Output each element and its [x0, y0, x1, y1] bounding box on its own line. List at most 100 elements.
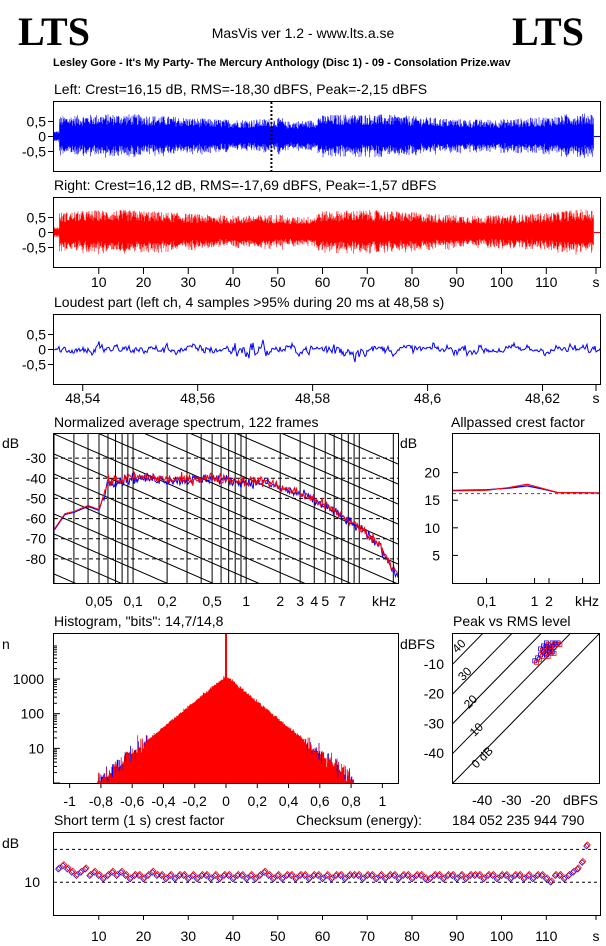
track-title: Lesley Gore - It's My Party- The Mercury…: [53, 57, 511, 69]
spectrum-slope-line: [54, 533, 168, 583]
histogram-xtick-label: -0,4: [151, 793, 175, 809]
short-term-crest-frame: [53, 832, 601, 916]
spectrum-ytick-label: -50: [26, 490, 46, 506]
short-term-right-point: [158, 870, 166, 878]
left-waveform-title: Left: Crest=16,15 dB, RMS=-18,30 dBFS, P…: [54, 81, 428, 97]
histogram-xtick-label: 0,4: [279, 793, 299, 809]
peak-vs-rms-ytick-label: -40: [424, 745, 444, 761]
logo-left: LTS: [18, 9, 90, 54]
short-term-right-point: [212, 870, 220, 878]
allpassed-crest-frame: [452, 433, 600, 584]
spectrum-ytick-label: -30: [26, 450, 46, 466]
peak-vs-rms-ylabel: dBFS: [400, 636, 435, 652]
short-term-right-point: [302, 870, 309, 878]
histogram-xtick-label: 1: [378, 793, 386, 809]
left-waveform-ytick-label: -0,5: [22, 144, 46, 160]
short-term-right-point: [583, 841, 591, 849]
short-term-right-point: [579, 857, 587, 865]
short-term-right-point: [378, 870, 385, 878]
short-term-right-point: [449, 870, 457, 878]
loudest-xtick-label: 48,54: [65, 390, 100, 406]
allpassed-ylabel: dB: [400, 435, 417, 451]
peak-vs-rms-title: Peak vs RMS level: [453, 613, 571, 629]
left-waveform-signal: [53, 113, 594, 158]
peak-vs-rms-right-point: [557, 642, 563, 647]
short-term-right-point: [203, 870, 211, 878]
right-waveform-ytick-label: 0,5: [27, 210, 47, 226]
short-term-ylabel: dB: [2, 835, 19, 851]
short-term-right-point: [136, 870, 144, 878]
spectrum-slope-line: [54, 493, 260, 583]
short-term-right-point: [149, 867, 157, 875]
loudest-xtick-label: 48,62: [525, 390, 560, 406]
loudest-ytick-label: 0,5: [27, 327, 47, 343]
short-term-right-point: [315, 870, 323, 878]
spectrum-xtick-label: 1: [242, 593, 250, 609]
short-term-right-point: [503, 870, 511, 878]
short-term-right-point: [181, 870, 188, 878]
peak-vs-rms-ytick-label: -20: [424, 686, 444, 702]
spectrum-slope-line: [54, 513, 214, 583]
peak-vs-rms-crest-line: [453, 634, 599, 783]
short-term-right-point: [266, 870, 274, 878]
short-term-right-point: [369, 870, 376, 878]
short-term-right-point: [288, 870, 296, 878]
short-term-right-point: [190, 870, 197, 878]
allpassed-xtick-label: kHz: [575, 593, 599, 609]
peak-vs-rms-right-point: [551, 650, 557, 656]
short-term-xtick-label: 70: [359, 928, 375, 944]
checksum-label: Checksum (energy):: [296, 812, 423, 828]
allpassed-crest-title: Allpassed crest factor: [451, 414, 585, 430]
histogram-xtick-label: -0,8: [89, 793, 113, 809]
short-term-right-point: [60, 861, 68, 868]
peak-vs-rms-right-point: [551, 645, 557, 650]
spectrum-slope-line: [327, 434, 398, 465]
histogram-ytick-label: 10: [28, 740, 44, 756]
peak-vs-rms-right-point: [545, 642, 551, 647]
short-term-right-point: [324, 870, 332, 878]
time-xtick-label: 100: [490, 274, 514, 290]
spectrum-xtick-label: 2: [276, 593, 284, 609]
histogram-title: Histogram, "bits": 14,7/14,8: [54, 613, 224, 629]
peak-vs-rms-xtick-label: -30: [501, 792, 521, 808]
short-term-right-point: [248, 870, 256, 878]
app-title: MasVis ver 1.2 - www.lts.a.se: [211, 25, 395, 41]
left-waveform-ytick-label: 0: [38, 129, 46, 145]
short-term-right-point: [123, 870, 130, 878]
time-xtick-label: 50: [270, 274, 286, 290]
spectrum-slope-line: [54, 434, 397, 583]
spectrum-xtick-label: 4: [310, 593, 318, 609]
histogram-xtick-label: 0: [222, 793, 230, 809]
allpassed-ytick-label: 5: [432, 547, 440, 563]
spectrum-xtick-label: 0,2: [157, 593, 177, 609]
short-term-right-point: [516, 870, 524, 878]
spectrum-slope-line: [98, 434, 398, 565]
short-term-right-point: [82, 864, 90, 872]
spectrum-xtick-label: 5: [321, 593, 329, 609]
histogram-ytick-label: 100: [21, 706, 45, 722]
histogram-ytick-label: 1000: [13, 671, 44, 687]
short-term-ytick-label: 10: [24, 874, 40, 890]
spectrum-ytick-label: -60: [26, 511, 46, 527]
spectrum-xtick-label: 0,1: [123, 593, 143, 609]
short-term-xtick-label: 10: [91, 928, 107, 944]
short-term-right-point: [418, 870, 426, 878]
allpassed-xtick-label: 0,1: [477, 593, 497, 609]
short-term-right-point: [525, 870, 533, 878]
loudest-xtick-label: 48,6: [414, 390, 441, 406]
spectrum-slope-line: [190, 434, 398, 525]
allpassed-right-curve: [452, 483, 600, 494]
spectrum-xtick-label: 7: [338, 593, 346, 609]
short-term-right-point: [548, 877, 555, 885]
histogram-xtick-label: 0,6: [310, 793, 330, 809]
short-term-xtick-label: 80: [404, 928, 420, 944]
short-term-xtick-label: 110: [535, 928, 558, 944]
peak-vs-rms-right-point: [545, 653, 551, 659]
right-waveform-ytick-label: 0: [38, 225, 46, 241]
spectrum-xtick-label: 0,5: [202, 593, 222, 609]
peak-vs-rms-crest-label: 20: [461, 692, 481, 712]
peak-vs-rms-crest-line: [453, 634, 571, 754]
short-term-right-point: [225, 870, 233, 878]
peak-vs-rms-right-point: [548, 650, 554, 656]
